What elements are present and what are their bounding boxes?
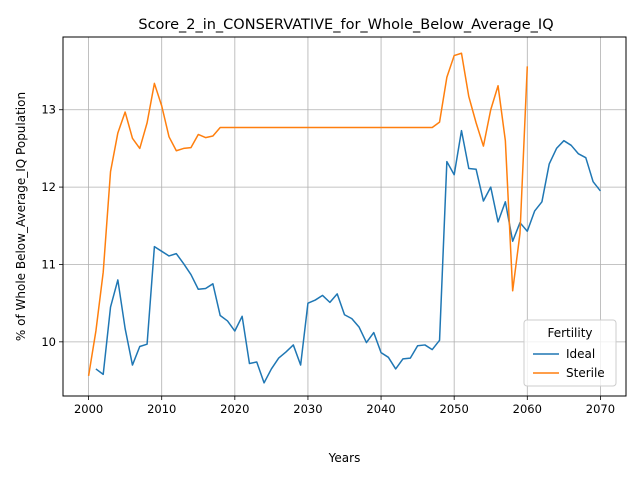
y-tick-label: 10 bbox=[41, 335, 56, 349]
x-tick-label: 2020 bbox=[220, 402, 249, 416]
legend-label-ideal: Ideal bbox=[566, 347, 595, 361]
legend: Fertility Ideal Sterile bbox=[523, 319, 617, 387]
grid bbox=[63, 37, 626, 396]
x-tick-label: 2070 bbox=[586, 402, 615, 416]
x-tick-label: 2000 bbox=[74, 402, 103, 416]
x-tick-label: 2040 bbox=[366, 402, 395, 416]
y-tick-label: 13 bbox=[41, 103, 56, 117]
x-tick-label: 2010 bbox=[147, 402, 176, 416]
x-axis-label: Years bbox=[328, 451, 361, 465]
series-line-sterile bbox=[87, 52, 529, 377]
y-tick-label: 11 bbox=[41, 257, 56, 271]
legend-box bbox=[523, 319, 617, 387]
chart-title: Score_2_in_CONSERVATIVE_for_Whole_Below_… bbox=[138, 17, 553, 33]
x-tick-label: 2030 bbox=[293, 402, 322, 416]
x-tick-label: 2060 bbox=[513, 402, 542, 416]
y-tick-label: 12 bbox=[41, 180, 56, 194]
legend-title: Fertility bbox=[547, 326, 592, 340]
x-tick-label: 2050 bbox=[440, 402, 469, 416]
axes: 2000 2010 2020 2030 2040 2050 2060 2070 10 11 12 13 bbox=[41, 103, 615, 416]
series-line-ideal bbox=[95, 129, 601, 384]
legend-label-sterile: Sterile bbox=[566, 366, 605, 380]
y-axis-label: % of Whole Below_Average_IQ Population bbox=[14, 92, 28, 341]
plot-frame bbox=[62, 36, 627, 397]
series-layer bbox=[87, 52, 601, 384]
